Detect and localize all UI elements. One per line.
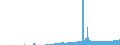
- Bar: [60, 43, 61, 45]
- Bar: [24, 44, 25, 45]
- Bar: [105, 41, 106, 45]
- Bar: [33, 43, 35, 45]
- Bar: [74, 42, 75, 45]
- Bar: [99, 41, 100, 45]
- Bar: [70, 42, 71, 45]
- Bar: [80, 41, 81, 45]
- Bar: [92, 40, 93, 45]
- Bar: [35, 44, 36, 45]
- Bar: [106, 41, 107, 45]
- Bar: [112, 40, 113, 45]
- Bar: [88, 37, 89, 45]
- Bar: [47, 44, 49, 45]
- Bar: [100, 41, 102, 45]
- Bar: [93, 41, 95, 45]
- Bar: [109, 40, 110, 45]
- Bar: [46, 44, 47, 45]
- Bar: [56, 43, 57, 45]
- Bar: [52, 44, 53, 45]
- Bar: [71, 42, 73, 45]
- Bar: [87, 27, 88, 45]
- Bar: [57, 43, 59, 45]
- Bar: [63, 42, 64, 45]
- Bar: [67, 42, 68, 45]
- Bar: [113, 40, 114, 45]
- Bar: [102, 41, 103, 45]
- Bar: [107, 40, 109, 45]
- Bar: [110, 40, 112, 45]
- Bar: [119, 39, 120, 45]
- Bar: [116, 40, 117, 45]
- Bar: [117, 40, 119, 45]
- Bar: [114, 40, 116, 45]
- Bar: [84, 40, 85, 45]
- Bar: [77, 41, 78, 45]
- Bar: [81, 41, 82, 45]
- Bar: [61, 42, 63, 45]
- Bar: [59, 43, 60, 45]
- Bar: [96, 41, 98, 45]
- Bar: [64, 43, 66, 45]
- Bar: [95, 41, 96, 45]
- Bar: [75, 42, 77, 45]
- Bar: [50, 44, 52, 45]
- Bar: [54, 43, 56, 45]
- Bar: [73, 42, 74, 45]
- Bar: [82, 0, 84, 45]
- Bar: [45, 44, 46, 45]
- Bar: [85, 38, 87, 45]
- Bar: [98, 41, 99, 45]
- Bar: [89, 40, 91, 45]
- Bar: [49, 44, 50, 45]
- Bar: [91, 40, 92, 45]
- Bar: [66, 43, 67, 45]
- Bar: [53, 44, 54, 45]
- Bar: [103, 41, 105, 45]
- Bar: [68, 42, 70, 45]
- Bar: [78, 41, 80, 45]
